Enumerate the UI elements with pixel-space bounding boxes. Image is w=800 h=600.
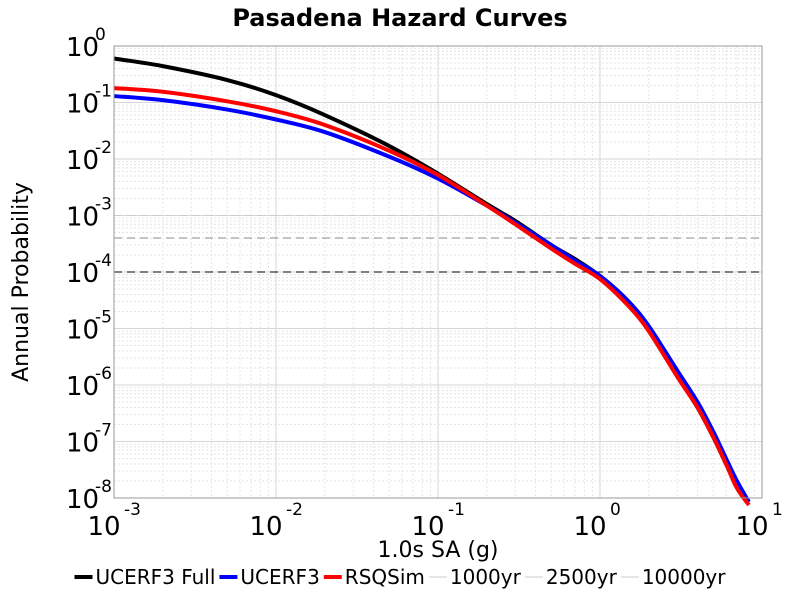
y-tick-label-exponent: -2: [95, 138, 112, 158]
x-tick-label-exponent: 0: [610, 500, 621, 520]
x-tick-label-base: 10: [573, 512, 606, 542]
y-tick-label-exponent: -8: [95, 477, 112, 497]
x-tick-label-exponent: -1: [448, 500, 465, 520]
y-tick-label-base: 10: [66, 146, 99, 176]
legend-label-rsqsim: RSQSim: [345, 565, 425, 589]
y-tick-label-base: 10: [66, 259, 99, 289]
y-tick-label-base: 10: [66, 485, 99, 515]
x-tick-label-base: 10: [411, 512, 444, 542]
y-tick-label-base: 10: [66, 90, 99, 120]
plot-area-frame: [113, 45, 763, 499]
hazard-curves: [113, 56, 751, 507]
legend-label-1000yr: 1000yr: [450, 565, 522, 589]
chart-title: Pasadena Hazard Curves: [232, 4, 567, 32]
y-tick-label-exponent: -7: [95, 421, 112, 441]
y-tick-label-exponent: -6: [95, 364, 112, 384]
y-tick-label-exponent: 0: [95, 25, 106, 45]
legend-label-ucerf3-full: UCERF3 Full: [96, 565, 216, 589]
y-tick-label-exponent: -4: [95, 251, 112, 271]
legend-label-10000yr: 10000yr: [642, 565, 726, 589]
x-axis-label: 1.0s SA (g): [378, 538, 499, 563]
curve-ucerf3: [113, 94, 751, 503]
y-tick-label-exponent: -1: [95, 82, 112, 102]
x-tick-label-exponent: -3: [124, 500, 141, 520]
y-tick-label-base: 10: [66, 316, 99, 346]
reference-lines: [114, 215, 762, 273]
y-tick-label-base: 10: [66, 429, 99, 459]
x-tick-label-base: 10: [249, 512, 282, 542]
y-tick-label-base: 10: [66, 203, 99, 233]
legend-label-2500yr: 2500yr: [546, 565, 618, 589]
x-tick-label-base: 10: [735, 512, 768, 542]
legend: UCERF3 Full UCERF3 RSQSim 1000yr 2500yr 10000…: [74, 565, 726, 589]
y-tick-label-exponent: -3: [95, 195, 112, 215]
x-tick-label-exponent: -2: [286, 500, 303, 520]
x-tick-label-exponent: 1: [772, 500, 783, 520]
y-tick-label-base: 10: [66, 372, 99, 402]
y-tick-label-exponent: -5: [95, 308, 112, 328]
y-axis-label: Annual Probability: [9, 182, 34, 382]
x-tick-label-base: 10: [87, 512, 120, 542]
curve-rsqsim: [113, 86, 751, 507]
y-tick-label-base: 10: [66, 33, 99, 63]
legend-label-ucerf3: UCERF3: [240, 565, 319, 589]
